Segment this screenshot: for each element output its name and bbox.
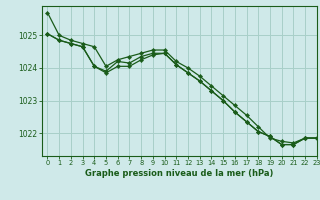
X-axis label: Graphe pression niveau de la mer (hPa): Graphe pression niveau de la mer (hPa)	[85, 169, 273, 178]
